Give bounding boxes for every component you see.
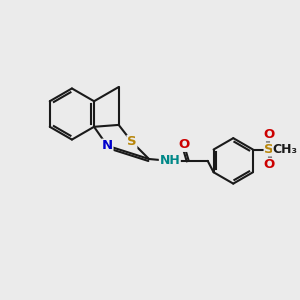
Text: S: S [264,143,274,156]
Text: NH: NH [159,154,180,167]
Text: O: O [263,128,275,141]
Text: S: S [127,136,137,148]
Text: N: N [102,139,113,152]
Text: O: O [263,158,275,171]
Text: CH₃: CH₃ [273,143,298,156]
Text: O: O [178,138,190,151]
